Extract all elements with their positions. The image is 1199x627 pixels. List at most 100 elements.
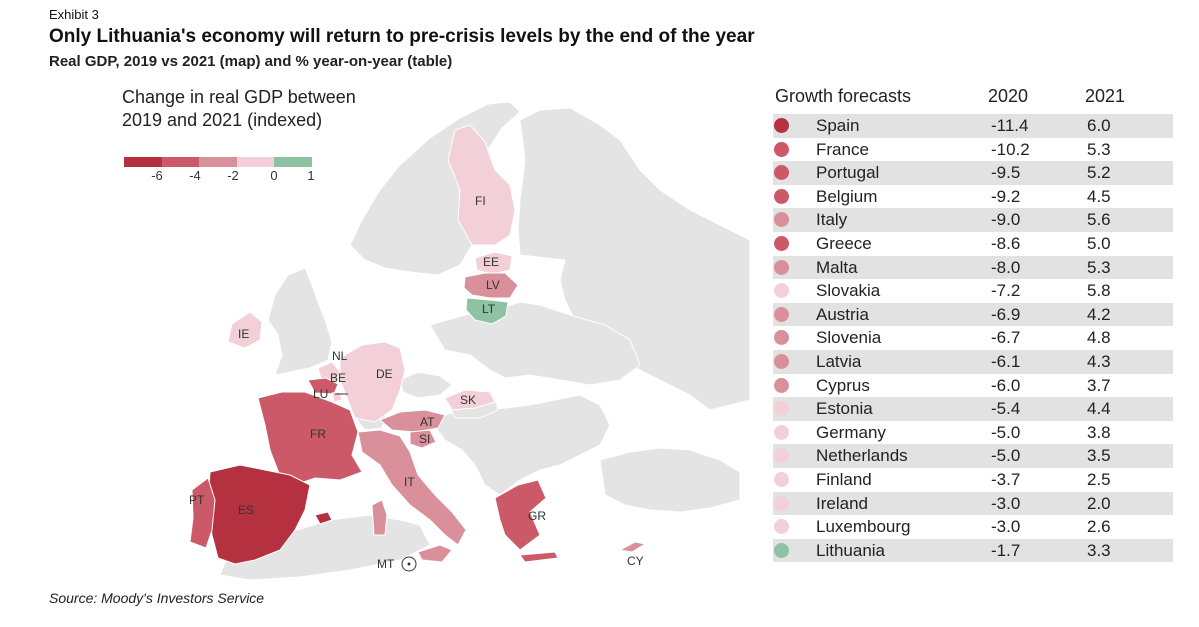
map-label-fi: FI	[475, 194, 486, 208]
country-name: Lithuania	[816, 540, 886, 560]
value-2021: 4.4	[1087, 399, 1111, 419]
map-label-mt: MT	[377, 557, 395, 571]
legend-title-line1: Change in real GDP between	[122, 87, 356, 107]
table-header-country: Growth forecasts	[775, 86, 912, 106]
value-2021: 4.3	[1087, 351, 1111, 371]
value-2020: -8.6	[991, 233, 1021, 253]
country-fr	[257, 391, 363, 486]
country-color-dot	[774, 259, 789, 275]
country-ie	[227, 311, 263, 349]
country-gr-crete	[519, 551, 559, 563]
source-note: Source: Moody's Investors Service	[49, 590, 265, 606]
table-row: Netherlands -5.0 3.5	[773, 444, 1173, 468]
table-header: Growth forecasts 2020 2021	[773, 84, 1173, 114]
table-row: Slovakia -7.2 5.8	[773, 279, 1173, 303]
country-color-dot	[774, 519, 789, 535]
map-label-nl: NL	[332, 349, 348, 363]
map-label-at: AT	[420, 415, 435, 429]
country-color-dot	[774, 141, 789, 157]
value-2021: 3.3	[1087, 540, 1111, 560]
country-it-sardinia	[371, 499, 388, 536]
value-2021: 6.0	[1087, 116, 1111, 135]
country-name: Ireland	[816, 493, 868, 513]
table-row: Italy -9.0 5.6	[773, 208, 1173, 232]
map-label-it: IT	[404, 475, 415, 489]
country-name: Latvia	[816, 351, 862, 371]
country-de	[339, 341, 406, 423]
value-2020: -3.0	[991, 493, 1021, 513]
value-2021: 5.3	[1087, 139, 1111, 159]
country-color-dot	[774, 495, 789, 511]
table-row: Cyprus -6.0 3.7	[773, 374, 1173, 398]
country-color-dot	[774, 401, 789, 417]
country-it-sicily	[417, 544, 453, 563]
country-lt	[465, 297, 509, 325]
country-uk	[267, 267, 333, 376]
country-name: Finland	[816, 469, 872, 489]
country-name: Luxembourg	[816, 517, 911, 537]
legend-swatch	[124, 157, 162, 167]
chart-subtitle: Real GDP, 2019 vs 2021 (map) and % year-…	[49, 53, 453, 70]
value-2020: -11.4	[991, 116, 1029, 135]
value-2020: -5.0	[991, 422, 1021, 442]
country-color-dot	[774, 353, 789, 369]
map-label-be: BE	[330, 371, 346, 385]
value-2021: 4.2	[1087, 304, 1111, 324]
value-2021: 2.6	[1087, 517, 1111, 537]
map-label-lu: LU	[313, 387, 328, 401]
map-label-lt: LT	[482, 302, 496, 316]
country-name: Greece	[816, 233, 872, 253]
country-color-dot	[774, 471, 789, 487]
country-color-dot	[774, 165, 789, 181]
legend-tick-label: 0	[270, 168, 278, 183]
exhibit-label: Exhibit 3	[49, 7, 99, 22]
map-label-pt: PT	[189, 493, 205, 507]
country-color-dot	[774, 188, 789, 204]
legend-tick-label: -2	[227, 168, 239, 183]
country-sk	[444, 389, 496, 411]
country-name: Cyprus	[816, 375, 870, 395]
legend-tick-label: -4	[189, 168, 201, 183]
table-row: Ireland -3.0 2.0	[773, 491, 1173, 516]
value-2020: -9.5	[991, 163, 1021, 183]
table-header-2021: 2021	[1085, 86, 1126, 106]
table-row: Spain -11.4 6.0	[773, 114, 1173, 138]
table-row: Austria -6.9 4.2	[773, 302, 1173, 327]
value-2020: -9.0	[991, 210, 1021, 230]
table-row: Estonia -5.4 4.4	[773, 397, 1173, 421]
map-label-ie: IE	[238, 327, 249, 341]
table-row: Germany -5.0 3.8	[773, 421, 1173, 445]
table-row: Greece -8.6 5.0	[773, 232, 1173, 256]
map-label-sk: SK	[460, 393, 476, 407]
table-row: Belgium -9.2 4.5	[773, 185, 1173, 209]
table-row: Slovenia -6.7 4.8	[773, 326, 1173, 350]
europe-map: FI EE LV LT IE NL BE LU DE SK AT SI FR I…	[100, 80, 750, 585]
country-name: Portugal	[816, 163, 880, 183]
value-2021: 2.5	[1087, 469, 1111, 489]
europe-map-svg: FI EE LV LT IE NL BE LU DE SK AT SI FR I…	[189, 101, 750, 581]
value-2020: -8.0	[991, 257, 1021, 277]
country-be	[307, 377, 339, 395]
country-name: Belgium	[816, 186, 878, 206]
value-2021: 4.8	[1087, 328, 1111, 348]
country-czech	[399, 371, 453, 399]
value-2021: 2.0	[1087, 493, 1111, 513]
country-color-dot	[774, 306, 789, 322]
legend-swatch	[236, 157, 275, 167]
country-color-dot	[774, 448, 789, 464]
value-2020: -6.1	[991, 351, 1021, 371]
country-lv	[463, 272, 519, 299]
value-2021: 4.5	[1087, 186, 1111, 206]
country-name: France	[816, 139, 869, 159]
malta-dot	[407, 562, 411, 566]
value-2020: -3.0	[991, 517, 1021, 537]
country-turkey	[599, 447, 741, 513]
country-russia-east	[517, 107, 750, 411]
map-label-de: DE	[376, 367, 393, 381]
country-pt	[189, 477, 216, 549]
value-2020: -10.2	[991, 139, 1030, 159]
country-name: Malta	[816, 257, 858, 277]
malta-marker	[401, 556, 417, 572]
country-es	[207, 464, 311, 565]
country-name: Germany	[816, 422, 886, 442]
